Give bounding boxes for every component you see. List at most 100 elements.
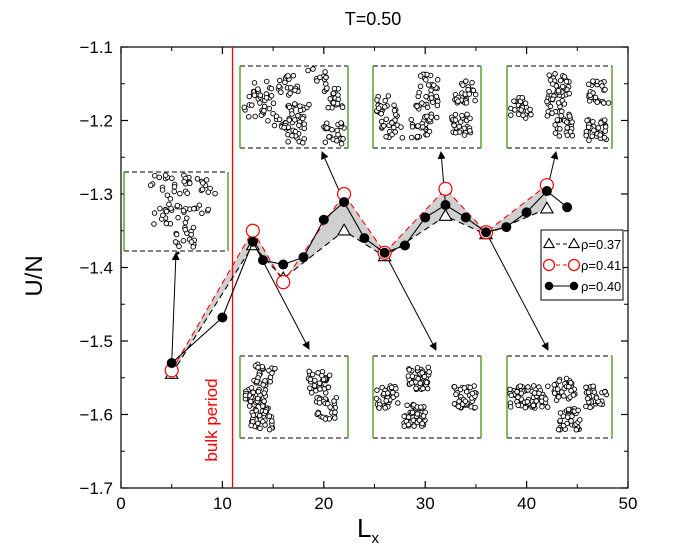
particle <box>147 182 154 189</box>
particle <box>545 383 551 389</box>
data-point <box>541 186 552 197</box>
particle <box>330 100 337 106</box>
data-point <box>166 358 177 369</box>
particle <box>246 93 253 100</box>
particle <box>317 74 323 81</box>
particle <box>594 99 600 105</box>
particle <box>268 92 275 99</box>
particle <box>591 127 597 134</box>
particle <box>409 373 416 380</box>
y-tick-label: −1.6 <box>79 406 113 425</box>
particle <box>555 426 562 433</box>
particle <box>428 114 435 120</box>
particle <box>296 122 302 129</box>
particle <box>376 105 382 112</box>
particle <box>408 116 414 123</box>
particle <box>250 389 256 396</box>
insets-layer <box>123 65 613 439</box>
particle <box>292 117 298 123</box>
particle <box>424 104 431 111</box>
particle <box>242 392 249 399</box>
particle <box>546 88 552 95</box>
chart-title: T=0.50 <box>345 9 402 29</box>
particle <box>398 124 404 130</box>
particle <box>557 77 564 84</box>
particle <box>285 139 291 145</box>
particle <box>324 85 330 91</box>
y-axis-label: U/N <box>21 255 48 296</box>
particle <box>552 130 559 136</box>
particle <box>602 128 608 134</box>
data-point <box>544 281 554 291</box>
particle <box>467 115 473 122</box>
particle <box>163 220 170 227</box>
particle <box>332 415 338 421</box>
data-point <box>501 222 512 233</box>
particle <box>589 133 595 140</box>
particle <box>466 91 472 97</box>
particle <box>566 383 572 390</box>
particle <box>307 376 314 383</box>
particle <box>270 100 277 107</box>
particle <box>246 114 252 120</box>
particle <box>533 398 540 404</box>
particle <box>414 365 421 371</box>
particle <box>409 124 416 130</box>
y-tick-label: −1.5 <box>79 332 113 351</box>
particle <box>203 177 210 183</box>
inset-bottom-1 <box>239 355 349 439</box>
particle <box>166 201 172 208</box>
data-point <box>440 200 451 211</box>
particle <box>391 124 397 131</box>
particle <box>451 122 457 129</box>
inset-arrow <box>485 231 549 351</box>
particle <box>434 114 440 121</box>
particle <box>171 184 178 190</box>
particle <box>330 90 337 97</box>
particle <box>325 104 331 111</box>
particle <box>539 403 545 410</box>
particle <box>525 384 531 390</box>
particle <box>544 404 551 410</box>
particle <box>168 205 174 212</box>
particle <box>519 94 525 101</box>
particle <box>188 239 195 245</box>
particle <box>267 378 273 385</box>
particle <box>561 73 568 80</box>
particle <box>399 135 406 141</box>
particle <box>259 403 266 409</box>
particle <box>556 378 562 384</box>
particle <box>187 180 193 187</box>
data-point <box>420 212 431 223</box>
particle <box>564 414 571 420</box>
data-point <box>438 208 453 221</box>
particle <box>555 88 562 94</box>
particle <box>262 422 268 428</box>
particle <box>583 132 589 139</box>
particle <box>522 404 529 411</box>
particle <box>425 364 431 371</box>
data-point <box>567 237 581 249</box>
particle <box>160 212 166 218</box>
particle <box>563 375 570 382</box>
particle <box>276 116 283 123</box>
particle <box>383 116 389 122</box>
series-line <box>171 184 548 371</box>
data-point <box>481 227 492 238</box>
particle <box>413 385 419 392</box>
particle <box>408 134 415 141</box>
particle <box>584 117 590 124</box>
particle <box>247 398 254 405</box>
particle <box>558 112 564 119</box>
data-point <box>399 240 410 251</box>
particle <box>331 398 337 404</box>
particle <box>469 390 476 397</box>
particle <box>373 395 380 402</box>
x-tick-label: 30 <box>416 494 435 513</box>
particle <box>309 371 316 378</box>
particle <box>276 83 282 90</box>
data-point <box>336 223 352 236</box>
particle <box>374 97 380 103</box>
particle <box>335 131 341 138</box>
particle <box>460 82 466 88</box>
